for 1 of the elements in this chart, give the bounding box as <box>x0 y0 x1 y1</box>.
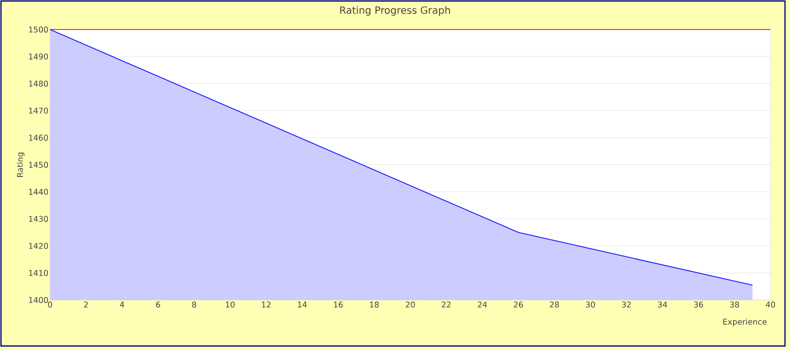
chart-title: Rating Progress Graph <box>340 6 450 16</box>
